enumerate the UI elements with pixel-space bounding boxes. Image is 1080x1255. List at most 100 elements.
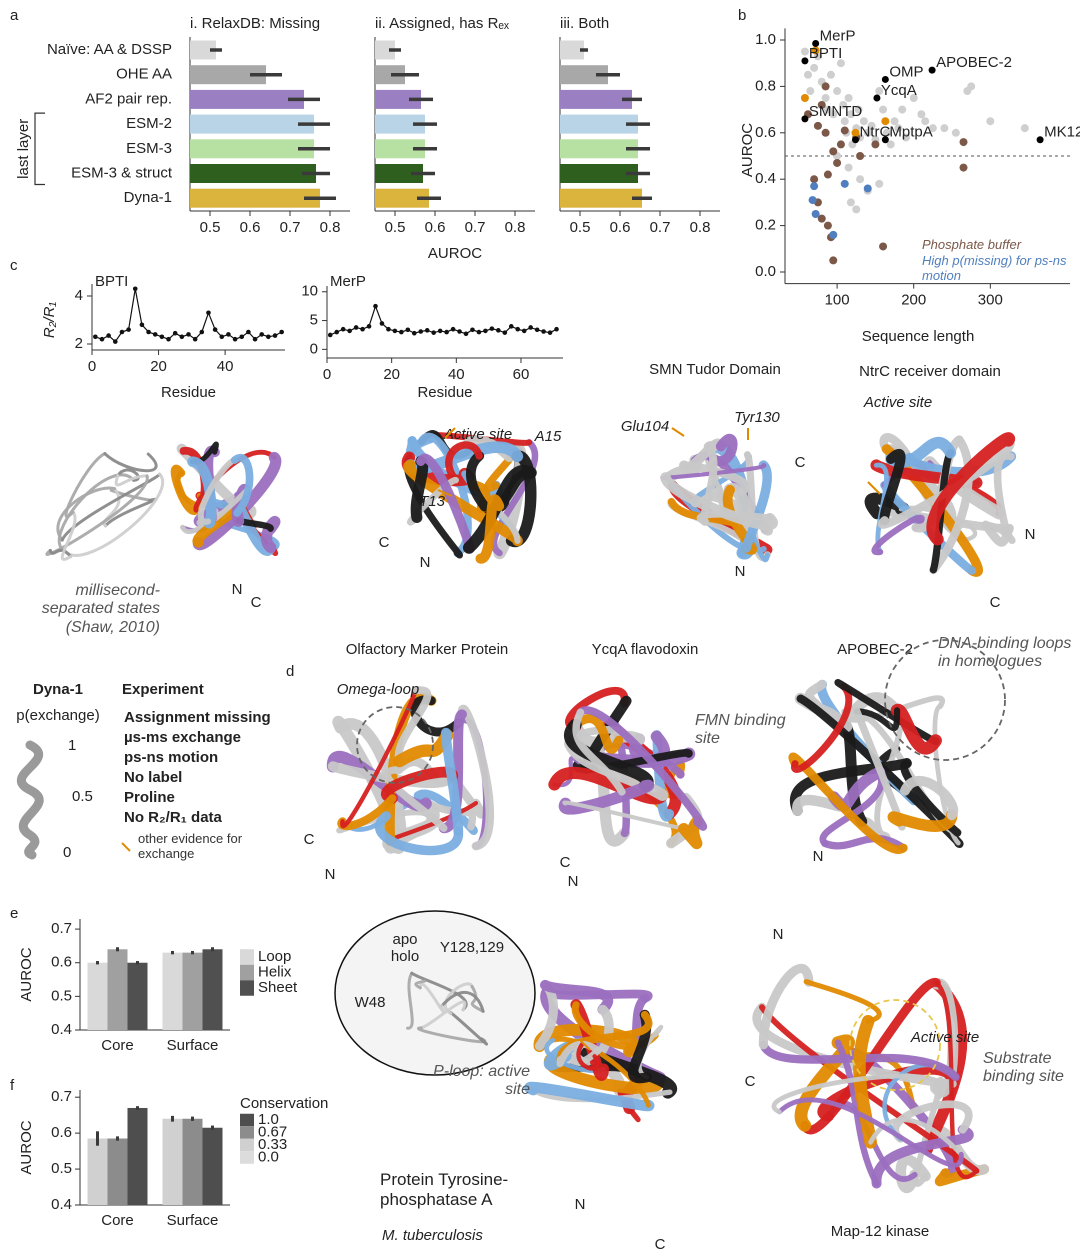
ribbon bbox=[45, 474, 149, 556]
panel-label: e bbox=[10, 905, 18, 922]
bar bbox=[375, 65, 405, 85]
point bbox=[875, 87, 884, 96]
y-axis-label: AUROC bbox=[18, 947, 35, 1001]
point bbox=[875, 179, 884, 188]
ribbon bbox=[722, 484, 758, 555]
annotation: N bbox=[735, 563, 746, 580]
ribbon bbox=[524, 1081, 654, 1112]
point bbox=[817, 100, 826, 109]
bar bbox=[202, 1127, 223, 1205]
bar bbox=[560, 139, 638, 159]
point bbox=[476, 329, 482, 335]
ribbon bbox=[340, 688, 418, 828]
bar bbox=[107, 1138, 128, 1205]
point bbox=[457, 329, 462, 334]
point bbox=[881, 136, 889, 144]
annotation: holo bbox=[391, 948, 419, 965]
legend-entry-box: High p(missing) for ps-ns motion bbox=[922, 254, 1067, 283]
scale-coil bbox=[17, 740, 44, 860]
bar bbox=[190, 114, 314, 134]
ribbon bbox=[926, 432, 1015, 546]
structure-title: Map-12 kinase bbox=[831, 1223, 929, 1240]
point bbox=[219, 334, 225, 340]
bar bbox=[190, 188, 320, 208]
point bbox=[854, 105, 863, 114]
point bbox=[940, 124, 949, 133]
ribbon bbox=[60, 472, 162, 542]
x-tick-label: 0.7 bbox=[280, 219, 301, 236]
point bbox=[399, 329, 404, 335]
point bbox=[851, 136, 859, 144]
legend-entry: No label bbox=[124, 769, 182, 786]
point bbox=[437, 328, 443, 334]
ribbon bbox=[383, 766, 448, 832]
ribbon bbox=[700, 442, 718, 526]
point bbox=[986, 117, 995, 126]
point bbox=[840, 117, 849, 126]
point bbox=[405, 327, 411, 333]
annotation: C bbox=[251, 594, 262, 611]
point bbox=[199, 329, 205, 335]
ribbon bbox=[475, 494, 505, 564]
annotation: Substrate binding site bbox=[983, 1050, 1064, 1086]
point bbox=[928, 66, 936, 74]
ribbon bbox=[576, 1042, 600, 1071]
point bbox=[379, 321, 385, 326]
ribbon bbox=[440, 991, 485, 1013]
ribbon bbox=[790, 758, 912, 816]
annotation: C bbox=[795, 454, 806, 471]
annotation: C bbox=[655, 1236, 666, 1253]
bar bbox=[127, 1107, 148, 1205]
point bbox=[159, 334, 165, 340]
point bbox=[813, 121, 822, 130]
annotation: N bbox=[1025, 526, 1036, 543]
x-tick-label: 0.8 bbox=[505, 219, 526, 236]
point bbox=[844, 94, 853, 102]
point bbox=[126, 327, 131, 332]
point bbox=[959, 138, 968, 147]
point bbox=[817, 214, 826, 223]
ribbon bbox=[490, 439, 539, 557]
ribbon bbox=[871, 514, 925, 556]
y-tick-label: 0.2 bbox=[755, 217, 776, 234]
legend-entry: High p(missing) for ps-ns motion bbox=[922, 254, 1067, 283]
ribbon bbox=[114, 473, 149, 487]
bar bbox=[190, 139, 314, 159]
legend-label: Loop bbox=[258, 948, 291, 965]
ribbon bbox=[556, 1040, 602, 1068]
y-tick-label: 0.0 bbox=[755, 263, 776, 280]
ribbon bbox=[470, 985, 485, 1013]
point bbox=[353, 325, 359, 330]
y-tick-label: 10 bbox=[301, 283, 318, 300]
ribbon bbox=[899, 775, 959, 821]
scale-label: 1 bbox=[68, 737, 76, 754]
legend-entry: Phosphate buffer bbox=[922, 238, 1022, 252]
bar bbox=[560, 114, 638, 134]
point bbox=[373, 303, 378, 309]
legend-label: 0.67 bbox=[258, 1123, 287, 1140]
point-label: MptpA bbox=[889, 124, 932, 141]
point bbox=[334, 329, 339, 335]
x-tick-label: 100 bbox=[825, 292, 850, 309]
point bbox=[852, 205, 861, 214]
ribbon bbox=[562, 800, 686, 831]
point bbox=[840, 126, 849, 135]
ribbon bbox=[794, 1034, 855, 1132]
point bbox=[806, 87, 815, 96]
point bbox=[801, 57, 809, 65]
bar bbox=[190, 89, 304, 109]
annotation: A15 bbox=[534, 428, 562, 445]
x-tick-label: 0.7 bbox=[465, 219, 486, 236]
ribbon bbox=[406, 476, 459, 526]
scale-label: 0 bbox=[63, 844, 71, 861]
legend-swatch bbox=[240, 980, 254, 996]
x-tick-label: 0.8 bbox=[690, 219, 711, 236]
point bbox=[186, 332, 191, 337]
legend-entry: ps-ns motion bbox=[124, 749, 218, 766]
y-tick-label: 0.4 bbox=[51, 1196, 72, 1213]
point bbox=[886, 140, 895, 149]
bar bbox=[375, 139, 425, 159]
highlight bbox=[849, 999, 941, 1091]
point bbox=[856, 152, 865, 160]
point bbox=[547, 330, 553, 335]
